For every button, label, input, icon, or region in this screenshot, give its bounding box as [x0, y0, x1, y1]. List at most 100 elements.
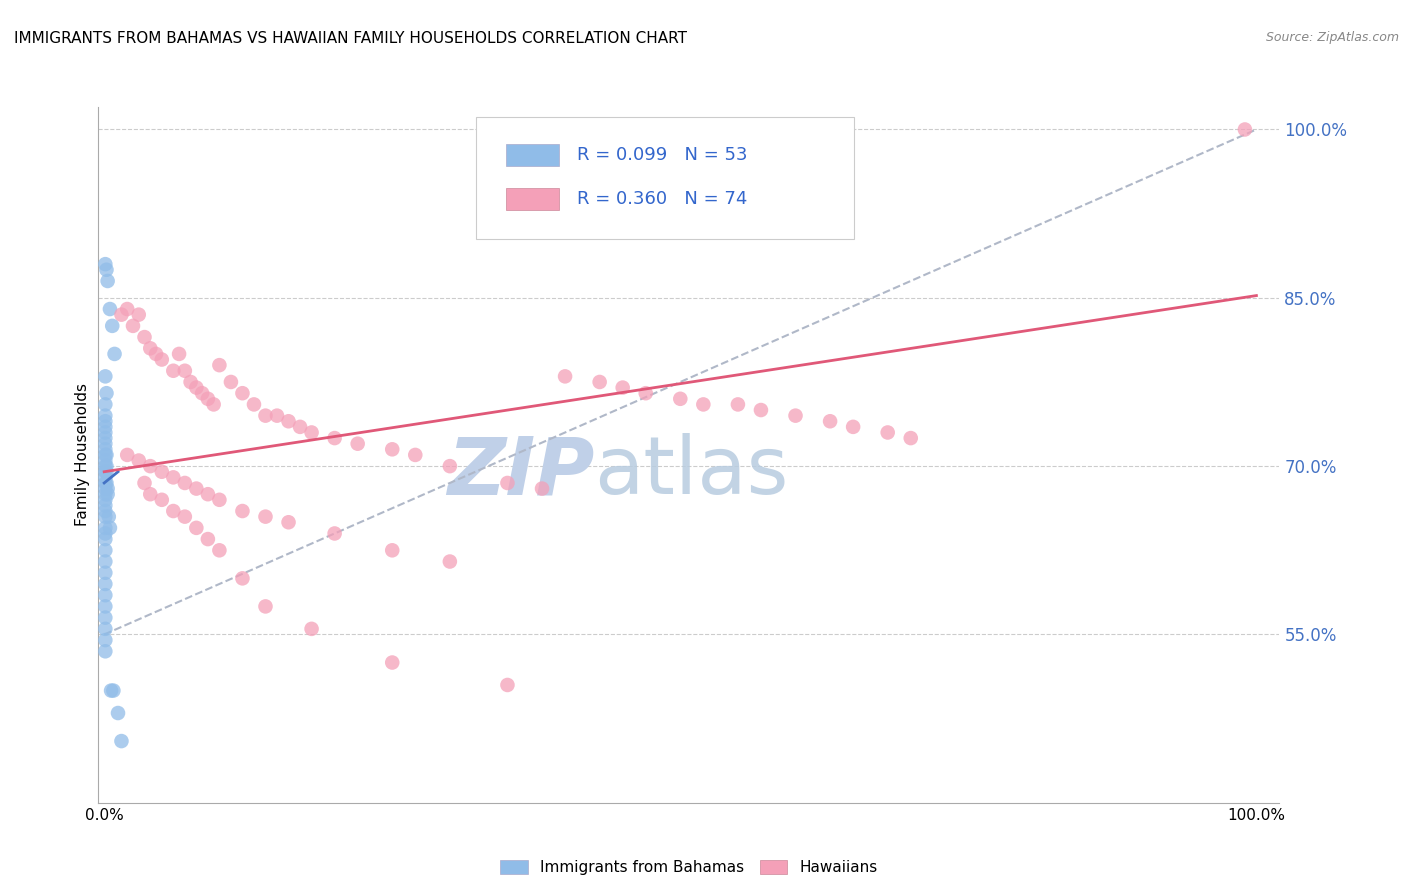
Point — [531, 482, 554, 496]
Y-axis label: Family Households: Family Households — [75, 384, 90, 526]
Point — [785, 409, 807, 423]
Point — [94, 414, 117, 428]
Point — [496, 678, 519, 692]
Point — [208, 543, 231, 558]
Point — [150, 352, 173, 367]
Point — [94, 588, 117, 602]
Point — [94, 504, 117, 518]
Point — [219, 375, 242, 389]
Point — [94, 487, 117, 501]
Point — [634, 386, 657, 401]
Point — [254, 509, 277, 524]
Point — [94, 482, 117, 496]
Point — [94, 442, 117, 457]
Point — [96, 465, 118, 479]
Point — [94, 526, 117, 541]
Point — [150, 492, 173, 507]
Point — [162, 470, 184, 484]
Point — [180, 375, 202, 389]
Point — [439, 555, 461, 569]
Point — [97, 487, 120, 501]
Point — [94, 499, 117, 513]
Point — [94, 566, 117, 580]
Point — [94, 409, 117, 423]
Point — [323, 431, 346, 445]
Point — [94, 532, 117, 546]
Point — [94, 453, 117, 467]
Point — [98, 301, 121, 316]
Point — [94, 397, 117, 411]
Legend: Immigrants from Bahamas, Hawaiians: Immigrants from Bahamas, Hawaiians — [501, 860, 877, 875]
Text: R = 0.099   N = 53: R = 0.099 N = 53 — [576, 146, 747, 164]
Point — [197, 532, 219, 546]
FancyBboxPatch shape — [477, 118, 855, 239]
Point — [254, 599, 277, 614]
Point — [96, 475, 118, 490]
Point — [96, 459, 118, 474]
Point — [496, 475, 519, 490]
Point — [346, 436, 368, 450]
Point — [96, 386, 118, 401]
Point — [323, 526, 346, 541]
Point — [94, 644, 117, 658]
Text: R = 0.360   N = 74: R = 0.360 N = 74 — [576, 190, 747, 208]
Point — [301, 425, 323, 440]
Point — [107, 706, 129, 720]
Point — [94, 610, 117, 624]
Point — [150, 465, 173, 479]
Point — [94, 459, 117, 474]
Text: IMMIGRANTS FROM BAHAMAS VS HAWAIIAN FAMILY HOUSEHOLDS CORRELATION CHART: IMMIGRANTS FROM BAHAMAS VS HAWAIIAN FAMI… — [14, 31, 688, 46]
Point — [97, 482, 120, 496]
Point — [128, 453, 150, 467]
Point — [103, 683, 125, 698]
Point — [101, 318, 124, 333]
Point — [381, 656, 404, 670]
Point — [277, 414, 299, 428]
Point — [94, 436, 117, 450]
FancyBboxPatch shape — [506, 144, 560, 166]
Point — [94, 577, 117, 591]
Point — [612, 381, 634, 395]
Point — [94, 622, 117, 636]
Point — [186, 381, 208, 395]
Point — [139, 341, 162, 355]
Point — [900, 431, 922, 445]
Point — [122, 318, 145, 333]
Point — [128, 308, 150, 322]
Point — [749, 403, 772, 417]
Point — [96, 448, 118, 462]
Point — [727, 397, 749, 411]
Point — [381, 442, 404, 457]
Point — [277, 515, 299, 529]
Point — [94, 492, 117, 507]
Point — [197, 392, 219, 406]
Point — [145, 347, 167, 361]
Point — [94, 509, 117, 524]
Point — [94, 555, 117, 569]
Point — [208, 358, 231, 372]
Point — [692, 397, 714, 411]
Point — [94, 420, 117, 434]
Point — [588, 375, 610, 389]
Point — [202, 397, 225, 411]
Point — [162, 504, 184, 518]
Point — [197, 487, 219, 501]
Point — [94, 543, 117, 558]
Point — [173, 364, 195, 378]
Point — [208, 492, 231, 507]
Point — [842, 420, 865, 434]
Point — [103, 347, 125, 361]
Point — [134, 330, 156, 344]
Point — [94, 369, 117, 384]
Point — [876, 425, 898, 440]
Point — [94, 425, 117, 440]
Point — [98, 521, 121, 535]
Point — [110, 308, 132, 322]
Point — [288, 420, 311, 434]
Point — [818, 414, 841, 428]
Point — [186, 521, 208, 535]
Point — [94, 633, 117, 648]
Point — [94, 431, 117, 445]
Point — [404, 448, 426, 462]
Point — [186, 482, 208, 496]
